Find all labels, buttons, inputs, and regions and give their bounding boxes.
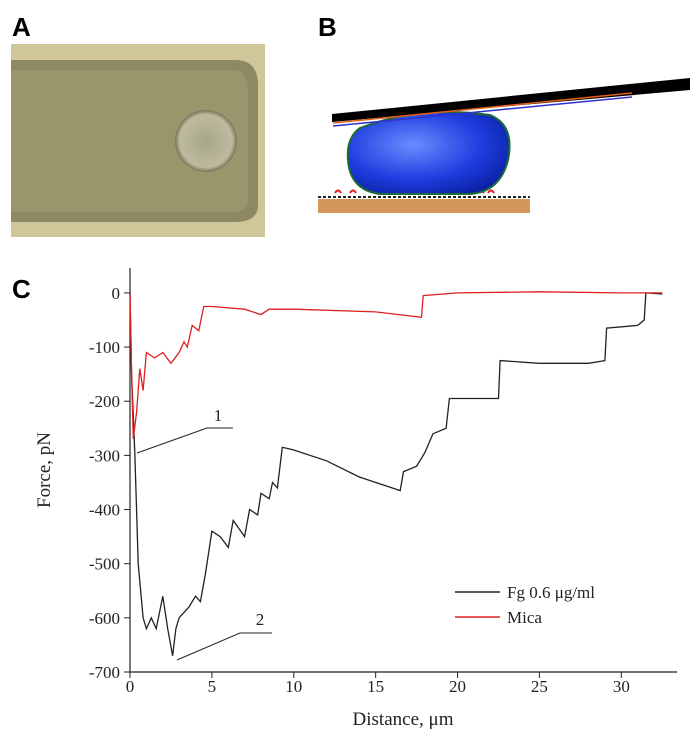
y-tick-label: -600: [89, 609, 120, 628]
photo: [11, 44, 265, 237]
annotation: 1: [214, 406, 223, 425]
diagram: [318, 78, 690, 213]
legend-label: Fg 0.6 μg/ml: [507, 583, 595, 602]
annotation: 2: [256, 610, 265, 629]
panel-label: B: [318, 12, 337, 42]
y-tick-label: -700: [89, 663, 120, 682]
leader-line: [137, 428, 233, 453]
x-tick-label: 15: [367, 677, 384, 696]
x-tick-label: 5: [208, 677, 217, 696]
x-axis-title: Distance, μm: [353, 709, 454, 730]
y-tick-label: -500: [89, 555, 120, 574]
y-tick-label: -300: [89, 446, 120, 465]
legend-label: Mica: [507, 608, 542, 627]
x-tick-label: 20: [449, 677, 466, 696]
panel-label: A: [12, 12, 31, 42]
x-tick-label: 30: [613, 677, 630, 696]
y-tick-label: -400: [89, 501, 120, 520]
data-line: [130, 292, 662, 439]
x-tick-label: 10: [285, 677, 302, 696]
x-tick-label: 0: [126, 677, 135, 696]
x-tick-label: 25: [531, 677, 548, 696]
leader-line: [177, 633, 272, 660]
y-tick-label: -100: [89, 338, 120, 357]
y-tick-label: 0: [112, 284, 121, 303]
y-axis-title: Force, pN: [34, 432, 55, 508]
figure: A B C Distance, μm Force, pN 05101520253…: [0, 0, 690, 741]
panel-label: C: [12, 274, 31, 304]
y-tick-label: -200: [89, 392, 120, 411]
